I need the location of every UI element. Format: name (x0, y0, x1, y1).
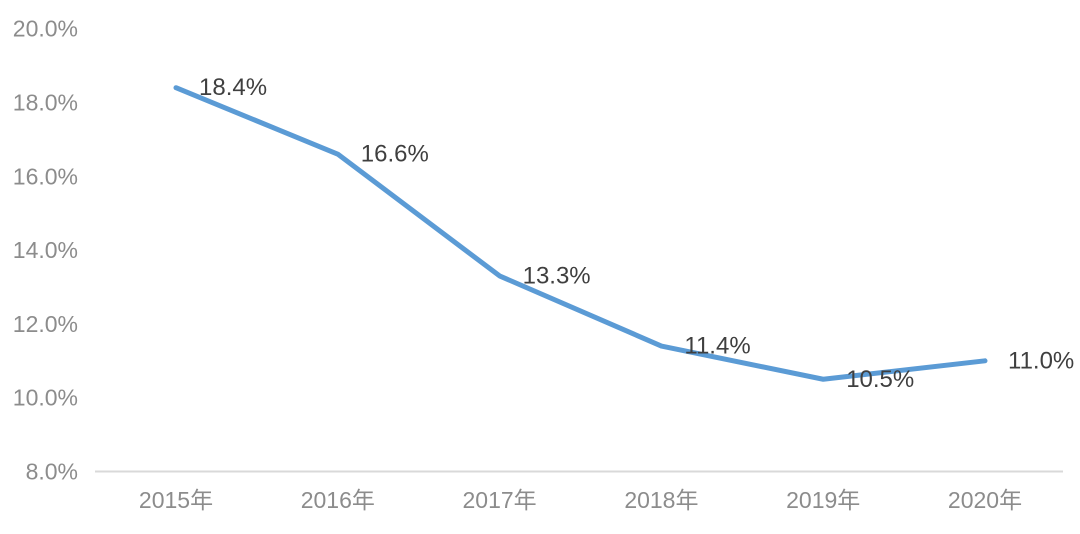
x-axis-tick-label: 2017年 (463, 487, 537, 513)
data-label: 11.0% (1008, 347, 1074, 374)
x-axis-tick-label: 2015年 (139, 487, 213, 513)
y-axis-tick-label: 10.0% (13, 385, 78, 411)
x-axis-tick-label: 2020年 (948, 487, 1022, 513)
data-label: 18.4% (199, 74, 267, 101)
y-axis-tick-label: 14.0% (13, 237, 78, 263)
x-axis-tick-label: 2016年 (301, 487, 375, 513)
data-label: 10.5% (846, 366, 914, 393)
x-axis-tick-label: 2018年 (624, 487, 698, 513)
y-axis-tick-label: 8.0% (26, 459, 78, 485)
data-label: 13.3% (523, 262, 591, 289)
x-axis-tick-label: 2019年 (786, 487, 860, 513)
data-label: 11.4% (684, 333, 750, 360)
y-axis-tick-label: 12.0% (13, 311, 78, 337)
data-label: 16.6% (361, 141, 429, 168)
y-axis-tick-label: 16.0% (13, 163, 78, 189)
y-axis-tick-label: 20.0% (13, 16, 78, 42)
series-line (173, 85, 988, 382)
y-axis-tick-label: 18.0% (13, 90, 78, 116)
